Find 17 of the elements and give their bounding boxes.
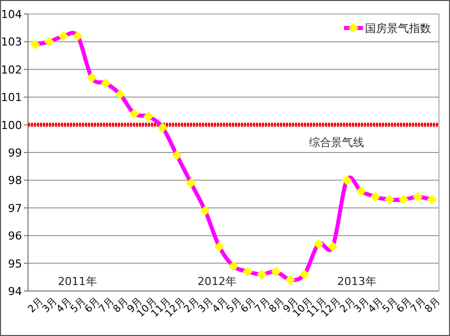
legend: 国房景气指数 bbox=[344, 22, 431, 35]
annotation: 2013年 bbox=[337, 275, 376, 288]
ref-line-label: 综合景气线 bbox=[308, 136, 364, 149]
y-tick-label: 96 bbox=[8, 230, 22, 243]
y-tick-label: 99 bbox=[8, 146, 22, 160]
y-tick-label: 97 bbox=[8, 202, 22, 215]
y-tick-label: 103 bbox=[1, 36, 22, 49]
annotation: 2011年 bbox=[58, 275, 97, 288]
y-tick-label: 95 bbox=[8, 257, 22, 270]
annotation: 2012年 bbox=[198, 275, 237, 288]
legend-label: 国房景气指数 bbox=[365, 22, 431, 35]
y-tick-label: 104 bbox=[1, 8, 22, 21]
y-tick-label: 94 bbox=[8, 285, 22, 298]
y-tick-label: 100 bbox=[1, 118, 22, 132]
y-tick-label: 102 bbox=[1, 63, 22, 76]
y-tick-label: 101 bbox=[1, 91, 22, 104]
y-tick-label: 98 bbox=[8, 174, 22, 188]
